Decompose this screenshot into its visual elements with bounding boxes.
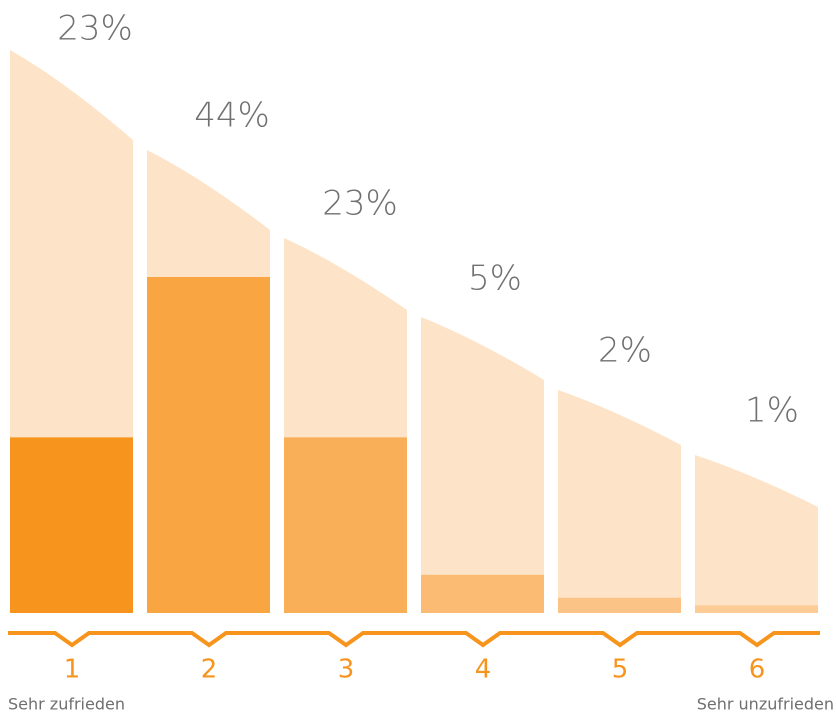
value-label: 5%: [468, 259, 522, 299]
axis-line: [8, 631, 820, 648]
bar: [695, 605, 818, 613]
bar: [10, 437, 133, 613]
annotation: Sehr unzufrieden: [697, 695, 834, 714]
x-tick-label: 6: [749, 655, 766, 685]
value-label: 2%: [598, 331, 652, 371]
x-tick-label: 4: [475, 655, 492, 685]
bars: [10, 277, 818, 613]
bar: [147, 277, 270, 613]
x-tick-label: 5: [612, 655, 629, 685]
annotation: Sehr zufrieden: [8, 695, 125, 714]
background-shape: [558, 390, 681, 613]
value-label: 23%: [57, 9, 133, 49]
bar: [558, 597, 681, 613]
bar: [284, 437, 407, 613]
background-shape: [421, 317, 544, 613]
value-label: 23%: [322, 184, 398, 224]
bar: [421, 574, 544, 613]
value-label: 1%: [745, 391, 799, 431]
x-tick-label: 1: [64, 655, 81, 685]
value-label: 44%: [194, 96, 270, 136]
x-tick-label: 2: [201, 655, 218, 685]
x-tick-label: 3: [338, 655, 355, 685]
background-shape: [695, 455, 818, 613]
